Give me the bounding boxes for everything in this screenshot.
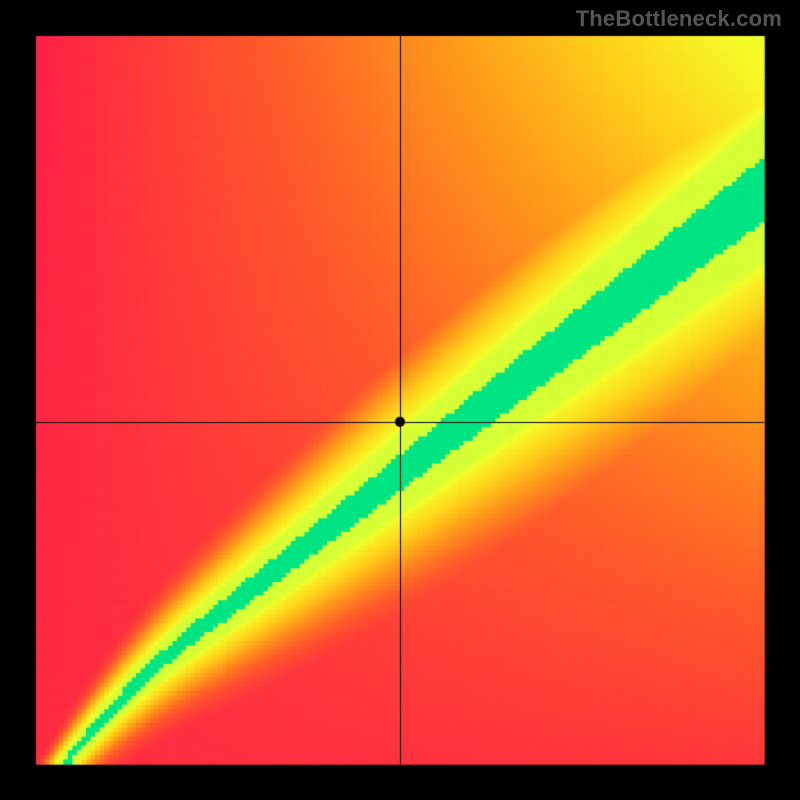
- bottleneck-heatmap: [0, 0, 800, 800]
- chart-container: TheBottleneck.com: [0, 0, 800, 800]
- watermark-text: TheBottleneck.com: [576, 6, 782, 32]
